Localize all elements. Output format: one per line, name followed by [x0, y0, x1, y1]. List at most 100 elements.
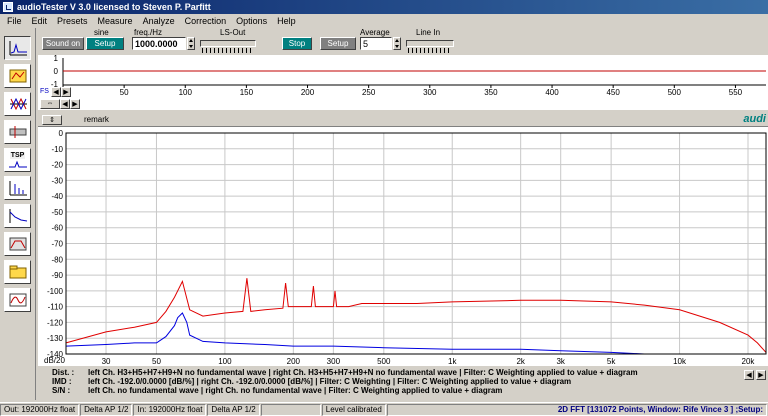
x-tick-label: 20k — [742, 357, 756, 366]
time-scroll-right[interactable]: ▶ — [60, 86, 71, 97]
filter-button[interactable] — [4, 232, 31, 256]
time-zoom-button[interactable]: ⇔ — [40, 98, 60, 109]
menu-help[interactable]: Help — [277, 15, 296, 26]
signal-type-label: sine — [94, 28, 109, 37]
frequency-response-button[interactable] — [4, 36, 31, 60]
y-tick-label: -140 — [47, 350, 64, 359]
sweep-button[interactable] — [4, 288, 31, 312]
fs-label: FS — [40, 88, 49, 95]
x-tick-label: 2k — [516, 357, 525, 366]
spectrum-chart: 0 -10 -20 -30 -40 -50 -60 -70 -80 -90 -100 -110 -120… — [38, 127, 768, 367]
time-x-tick-label: 450 — [606, 88, 620, 97]
time-x-tick-label: 250 — [362, 88, 376, 97]
menu-analyze[interactable]: Analyze — [142, 15, 175, 26]
imd-text: left Ch. -192.0/0.0000 [dB/%] | right Ch… — [88, 377, 572, 386]
tsp-label: TSP — [9, 151, 26, 159]
stop-button[interactable]: Stop — [282, 37, 312, 50]
remark-label: remark — [84, 115, 109, 124]
phase-response-button[interactable] — [4, 92, 31, 116]
y-tick-label: -130 — [47, 334, 64, 343]
time-x-tick-label: 350 — [484, 88, 498, 97]
info-scroll-right[interactable]: ▶ — [756, 370, 766, 380]
left-channel-trace — [65, 278, 767, 353]
folder-icon — [9, 265, 26, 279]
x-tick-label: 50 — [152, 357, 161, 366]
filter-icon — [9, 237, 26, 251]
menu-correction[interactable]: Correction — [184, 15, 227, 26]
time-scroll-left[interactable]: ◀ — [50, 86, 61, 97]
map-icon — [9, 69, 26, 83]
time-x-tick-label: 150 — [240, 88, 254, 97]
y-tick-label: -20 — [51, 161, 63, 170]
menu-measure[interactable]: Measure — [97, 15, 133, 26]
time-zoom-row[interactable]: ⇔ ◀ ▶ — [40, 98, 80, 109]
y-unit-label: dB/20 — [44, 356, 65, 365]
menu-file[interactable]: File — [7, 15, 22, 26]
status-calibrated: Level calibrated — [321, 403, 386, 416]
time-y-bot: -1 — [51, 80, 59, 89]
y-tick-label: -80 — [51, 255, 63, 264]
time-x-tick-label: 550 — [729, 88, 743, 97]
dist-text: left Ch. H3+H5+H7+H9+N no fundamental wa… — [88, 368, 638, 377]
freq-input[interactable]: 1000.0000 — [132, 37, 186, 50]
thd-curve-button[interactable] — [4, 204, 31, 228]
y-tick-label: -10 — [51, 145, 63, 154]
ls-out-slider[interactable] — [200, 40, 256, 47]
ls-out-ticks — [202, 48, 254, 53]
time-domain-panel: 1 0 -1 050100150200250300350400450500550 — [38, 54, 768, 110]
y-tick-label: -90 — [51, 271, 63, 280]
map-button[interactable] — [4, 64, 31, 88]
x-tick-label: 10k — [673, 357, 687, 366]
y-tick-label: -120 — [47, 318, 64, 327]
imd-key: IMD : — [52, 377, 72, 386]
x-tick-label: 30 — [102, 357, 111, 366]
right-channel-trace — [65, 312, 698, 355]
line-in-slider[interactable] — [406, 40, 454, 47]
waterfall-button[interactable] — [4, 176, 31, 200]
status-fft: 2D FFT [131072 Points, Window: Rife Vinc… — [386, 403, 767, 416]
info-scroll-left[interactable]: ◀ — [744, 370, 754, 380]
time-x-tick-label: 100 — [179, 88, 193, 97]
remark-bar: ⇕ remark audi — [38, 113, 768, 127]
sn-key: S/N : — [52, 386, 71, 395]
window-title: audioTester V 3.0 licensed to Steven P. … — [17, 2, 211, 12]
menu-bar: File Edit Presets Measure Analyze Correc… — [0, 14, 768, 27]
average-spinner[interactable] — [393, 37, 401, 50]
remark-toggle[interactable]: ⇕ — [42, 115, 62, 125]
status-empty — [260, 403, 321, 416]
y-tick-label: -40 — [51, 192, 63, 201]
x-tick-label: 3k — [556, 357, 565, 366]
time-x-tick-label: 400 — [545, 88, 559, 97]
time-zoom-left[interactable]: ◀ — [60, 98, 70, 109]
time-zoom-right[interactable]: ▶ — [70, 98, 80, 109]
ls-out-label: LS-Out — [220, 28, 246, 37]
average-input[interactable]: 5 — [360, 37, 392, 50]
x-tick-label: 300 — [327, 357, 341, 366]
y-tick-label: -60 — [51, 224, 63, 233]
sound-on-button[interactable]: Sound on — [42, 37, 84, 50]
folder-button[interactable] — [4, 260, 31, 284]
time-x-tick-label: 500 — [668, 88, 682, 97]
tsp-button[interactable]: TSP — [4, 148, 31, 172]
menu-edit[interactable]: Edit — [31, 15, 48, 26]
time-x-tick-label: 200 — [301, 88, 315, 97]
time-y-top: 1 — [54, 55, 59, 63]
app-icon — [3, 2, 13, 12]
sn-text: left Ch. no fundamental wave | right Ch.… — [88, 386, 503, 395]
menu-options[interactable]: Options — [236, 15, 268, 26]
time-scrollbar[interactable]: FS ◀ ▶ — [40, 86, 71, 97]
impulse-button[interactable] — [4, 120, 31, 144]
menu-presets[interactable]: Presets — [57, 15, 88, 26]
spectrum-plot: 0 -10 -20 -30 -40 -50 -60 -70 -80 -90 -100 -110 -120… — [44, 129, 767, 366]
line-in-ticks — [408, 48, 452, 53]
setup-measure-button[interactable]: Setup — [320, 37, 356, 50]
sweep-icon — [9, 293, 26, 307]
setup-signal-button[interactable]: Setup — [86, 37, 124, 50]
y-tick-label: -50 — [51, 208, 63, 217]
impulse-icon — [9, 126, 26, 138]
status-delta-out: Delta AP 1/2 — [80, 403, 133, 416]
dist-key: Dist. : — [52, 368, 75, 377]
x-tick-label: 5k — [607, 357, 616, 366]
x-tick-label: 500 — [377, 357, 391, 366]
freq-spinner[interactable] — [187, 37, 195, 50]
